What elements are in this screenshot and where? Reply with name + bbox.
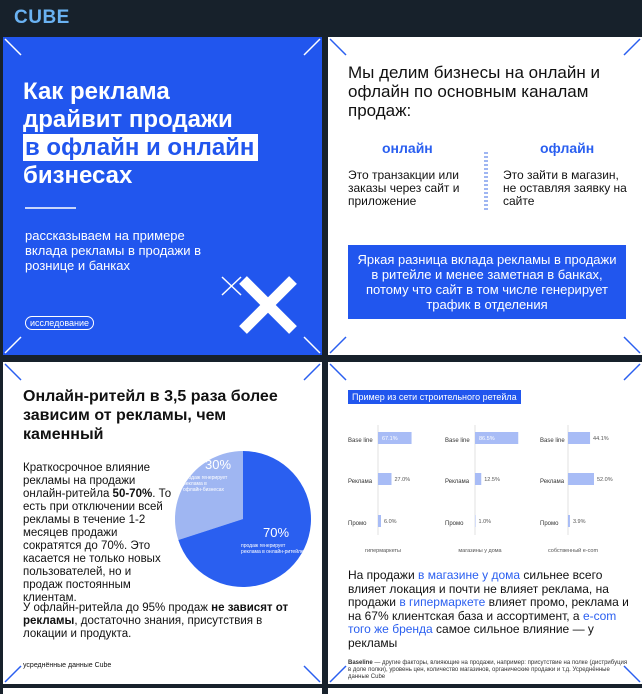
value-label: 1.0% — [479, 519, 492, 525]
decor — [329, 363, 641, 683]
category-label: Промо — [445, 521, 464, 527]
column-label: онлайн — [382, 140, 433, 156]
pie-chart: 30% продаж генерирует реклама в офлайн-бизн… — [175, 451, 311, 587]
text: Краткосрочное влияние рекламы на продажи… — [23, 462, 151, 500]
text: У офлайн-ритейла до 95% продаж — [23, 602, 212, 614]
value-label: 67.1% — [382, 436, 398, 442]
decor — [4, 38, 321, 354]
text: влияет промо, реклама и на 67% клиентска… — [348, 595, 629, 623]
subtitle: рассказываем на примере вклада рекламы в… — [25, 228, 202, 273]
group-label: гипермаркеты — [365, 548, 401, 554]
card[interactable] — [3, 688, 322, 694]
text-accent: в магазине у дома — [418, 568, 521, 582]
title-line: драйвит продажи — [23, 106, 233, 133]
decor — [329, 38, 641, 354]
column-text: Это зайти в магазин, не оставляя заявку … — [503, 168, 627, 208]
bar — [378, 432, 412, 444]
footnote: Baseline — другие факторы, влияющие на п… — [348, 660, 628, 681]
tag: исследование — [25, 316, 95, 330]
title-line: Как реклама — [23, 78, 170, 105]
title: Онлайн-ритейл в 3,5 раза более зависим о… — [23, 388, 278, 443]
paragraph: На продажи в магазине у дома сильнее все… — [348, 568, 633, 650]
bar — [475, 432, 519, 444]
value-label: 27.0% — [395, 477, 411, 483]
card[interactable]: Как реклама драйвит продажи в офлайн и о… — [3, 37, 322, 355]
bar — [568, 473, 594, 485]
intro: Мы делим бизнесы на онлайн и офлайн по о… — [348, 63, 600, 120]
category-label: Промо — [540, 521, 559, 527]
header: CUBE — [0, 0, 642, 34]
chart-title: Пример из сети строительного ретейла — [348, 390, 521, 404]
title-highlight: в офлайн и онлайн — [23, 134, 259, 161]
slice-label: 30% — [205, 457, 231, 472]
text: На продажи — [348, 568, 418, 582]
category-label: Реклама — [445, 479, 470, 485]
card[interactable]: Мы делим бизнесы на онлайн и офлайн по о… — [328, 37, 642, 355]
bar — [475, 473, 482, 485]
value-label: 52.0% — [597, 477, 613, 483]
slice-text: продаж генерирует реклама в офлайн-бизнеса… — [183, 475, 228, 493]
slice-text: продаж генерирует реклама в онлайн-ритейл… — [241, 543, 304, 555]
card[interactable]: Онлайн-ритейл в 3,5 раза более зависим о… — [3, 362, 322, 684]
group-label: собственный e-com — [548, 547, 598, 554]
text: — другие факторы, влияющие на продажи, н… — [348, 660, 628, 680]
text-bold: не зависят от рекламы — [23, 602, 289, 627]
value-label: 6.0% — [384, 519, 397, 525]
value-label: 44.1% — [593, 436, 609, 442]
category-label: Base line — [348, 438, 373, 444]
text: сильнее всего влияет локация и почти не … — [348, 568, 609, 609]
category-label: Реклама — [348, 479, 373, 485]
group-label: магазины у дома — [458, 548, 502, 554]
column-text: Это транзакции или заказы через сайт и п… — [348, 168, 460, 208]
bar — [568, 432, 591, 444]
callout: Яркая разница вклада рекламы в продажи в… — [348, 245, 626, 319]
text: самое сильное влияние — у рекламы — [348, 622, 594, 650]
bar-chart: Base line 67.1% Реклама 27.0% Промо 6.0% гипер… — [348, 425, 613, 554]
value-label: 3.9% — [573, 519, 586, 525]
text: . То есть при отключении всей рекламы в … — [23, 488, 172, 604]
pie-slice — [175, 451, 243, 541]
footnote: усреднённые данные Cube — [23, 662, 112, 669]
text-accent: в гипермаркете — [399, 595, 486, 609]
text-bold: Baseline — [348, 660, 373, 666]
bar — [378, 515, 381, 527]
bar — [475, 515, 476, 527]
value-label: 86.5% — [479, 436, 495, 442]
text-bold: 50-70% — [112, 488, 153, 500]
bar — [378, 473, 392, 485]
paragraph: Краткосрочное влияние рекламы на продажи… — [23, 462, 173, 605]
decor — [4, 363, 321, 683]
channel-title: CUBE — [14, 7, 70, 28]
column-label: офлайн — [540, 140, 595, 156]
category-label: Base line — [540, 438, 565, 444]
paragraph: У офлайн-ритейла до 95% продаж не завися… — [23, 602, 308, 641]
bar — [568, 515, 570, 527]
title-line: бизнесах — [23, 162, 133, 189]
value-label: 12.5% — [484, 477, 500, 483]
category-label: Промо — [348, 521, 367, 527]
category-label: Base line — [445, 438, 470, 444]
text: , достаточно знания, присутствия в локац… — [23, 615, 263, 640]
pie-slice — [178, 451, 311, 587]
category-label: Реклама — [540, 479, 565, 485]
slice-label: 70% — [263, 525, 289, 540]
card[interactable]: Пример из сети строительного ретейла Bas… — [328, 362, 642, 684]
card[interactable] — [328, 688, 642, 694]
text-accent: e-com того же бренда — [348, 608, 617, 636]
